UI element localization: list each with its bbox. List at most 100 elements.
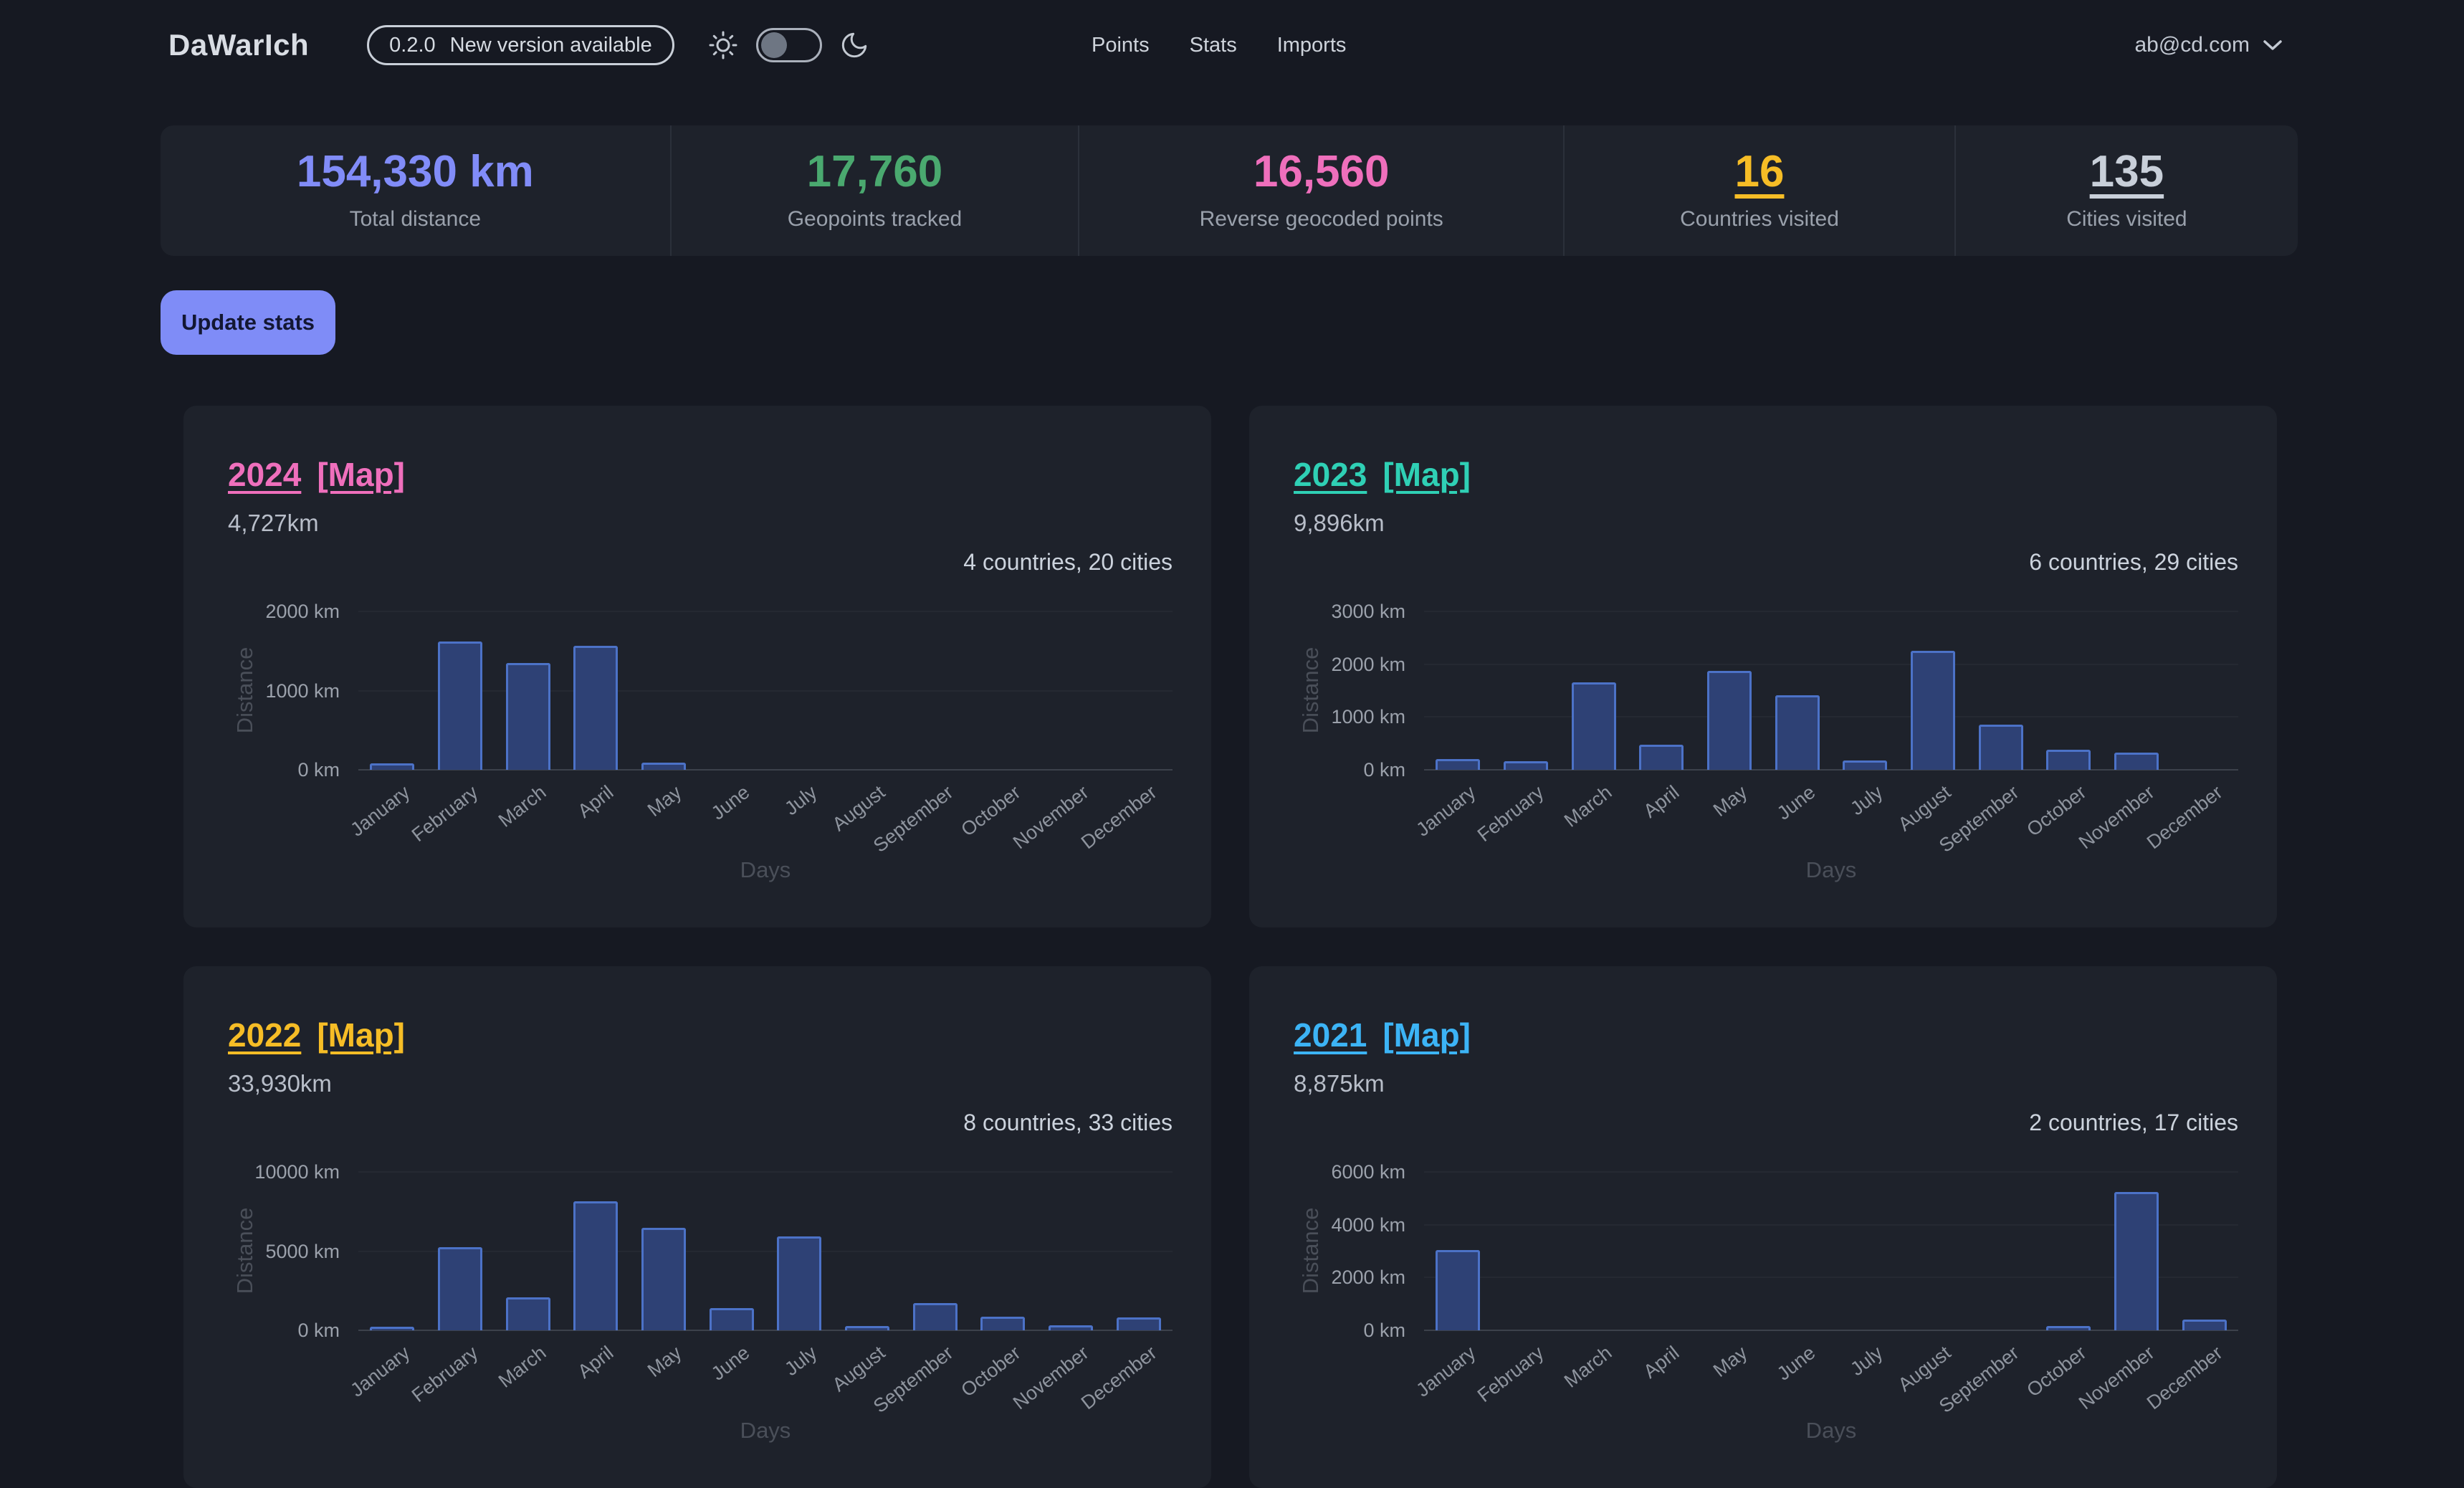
bar-august[interactable] [845, 1326, 889, 1330]
y-gridline [1424, 664, 2238, 665]
x-tick-label-november: November [1008, 781, 1093, 854]
x-tick-label-may: May [1709, 1342, 1752, 1382]
sun-icon [707, 29, 739, 61]
map-link-2021[interactable]: [Map] [1383, 1016, 1471, 1054]
year-total-distance: 4,727km [228, 510, 319, 536]
update-stats-button[interactable]: Update stats [161, 290, 335, 355]
user-menu[interactable]: ab@cd.com [2134, 33, 2283, 57]
stat-reverse-geocoded-label: Reverse geocoded points [1199, 207, 1443, 231]
map-link-2023[interactable]: [Map] [1383, 456, 1471, 493]
y-tick-label: 10000 km [254, 1161, 340, 1183]
year-card-title: 2023 [Map] [1294, 456, 1471, 494]
bar-march[interactable] [1571, 682, 1616, 770]
year-countries-cities: 2 countries, 17 cities [2029, 1110, 2238, 1135]
bar-october[interactable] [2046, 750, 2091, 770]
stat-reverse-geocoded-value: 16,560 [1253, 147, 1390, 196]
bar-january[interactable] [1436, 759, 1481, 770]
main-nav: Points Stats Imports [1092, 0, 1346, 90]
year-card-2021: 2021 [Map] 8,875km 2 countries, 17 citie… [1249, 966, 2277, 1488]
bar-november[interactable] [1049, 1325, 1093, 1330]
x-tick-label-april: April [573, 781, 618, 822]
x-tick-label-august: August [1894, 1342, 1955, 1396]
bar-june[interactable] [1775, 695, 1820, 770]
x-tick-label-june: June [707, 781, 754, 824]
bar-february[interactable] [438, 1247, 482, 1330]
bar-december[interactable] [2182, 1320, 2227, 1330]
x-tick-label-november: November [2074, 1342, 2159, 1414]
bar-october[interactable] [2046, 1326, 2091, 1330]
y-tick-label: 0 km [1363, 1320, 1405, 1341]
theme-toggle-knob [760, 32, 787, 58]
bar-january[interactable] [370, 763, 415, 770]
year-card-title: 2024 [Map] [228, 456, 405, 494]
map-link-2022[interactable]: [Map] [317, 1016, 405, 1054]
nav-item-imports[interactable]: Imports [1276, 33, 1347, 57]
map-link-2024[interactable]: [Map] [317, 456, 405, 493]
bar-january[interactable] [1436, 1250, 1481, 1330]
year-link-2023[interactable]: 2023 [1294, 456, 1367, 493]
y-gridline [358, 769, 1173, 771]
x-axis-title: Days [740, 1418, 791, 1443]
bar-july[interactable] [1843, 760, 1888, 770]
bar-april[interactable] [1639, 745, 1684, 770]
bar-february[interactable] [1504, 761, 1548, 770]
version-number: 0.2.0 [389, 33, 436, 57]
nav-item-points[interactable]: Points [1092, 33, 1150, 57]
y-tick-label: 1000 km [265, 679, 340, 702]
x-tick-label-march: March [494, 781, 550, 831]
x-tick-label-november: November [2074, 781, 2159, 854]
x-tick-label-april: April [1639, 781, 1684, 822]
bar-january[interactable] [370, 1327, 415, 1330]
stat-countries-visited-link[interactable]: 16 [1734, 147, 1785, 196]
x-tick-label-january: January [1412, 1342, 1480, 1401]
bar-october[interactable] [980, 1317, 1026, 1330]
y-tick-label: 0 km [297, 759, 340, 781]
x-tick-label-march: March [1560, 781, 1616, 831]
bar-december[interactable] [1116, 1317, 1161, 1330]
bar-november[interactable] [2114, 753, 2159, 770]
x-tick-label-january: January [346, 1342, 414, 1401]
year-link-2022[interactable]: 2022 [228, 1016, 302, 1054]
x-tick-label-august: August [1894, 781, 1955, 836]
bar-june[interactable] [709, 1308, 754, 1330]
bar-may[interactable] [641, 1228, 686, 1330]
x-tick-label-august: August [828, 1342, 889, 1396]
app-logo[interactable]: DaWarIch [168, 28, 310, 62]
year-countries-cities: 8 countries, 33 cities [963, 1110, 1173, 1135]
x-tick-label-may: May [643, 1342, 686, 1382]
bar-february[interactable] [438, 642, 482, 770]
bar-september[interactable] [1978, 725, 2023, 770]
x-tick-label-june: June [1772, 781, 1820, 824]
bar-july[interactable] [777, 1236, 822, 1330]
bar-september[interactable] [912, 1303, 958, 1330]
nav-item-stats[interactable]: Stats [1189, 33, 1237, 57]
year-link-2024[interactable]: 2024 [228, 456, 302, 493]
y-gridline [1424, 611, 2238, 612]
stat-total-distance-label: Total distance [349, 207, 482, 231]
year-link-2021[interactable]: 2021 [1294, 1016, 1367, 1054]
theme-switcher [707, 28, 869, 62]
bar-august[interactable] [1911, 651, 1955, 770]
y-axis-title: Distance [1298, 1207, 1323, 1294]
theme-toggle[interactable] [755, 28, 822, 62]
year-card-title: 2022 [Map] [228, 1016, 405, 1054]
bar-march[interactable] [505, 663, 550, 770]
moon-icon [839, 30, 869, 60]
version-badge[interactable]: 0.2.0 New version available [367, 25, 674, 65]
bar-november[interactable] [2114, 1192, 2159, 1330]
x-tick-label-november: November [1008, 1342, 1093, 1414]
stat-cities-visited-link[interactable]: 135 [2089, 147, 2164, 196]
bar-april[interactable] [573, 646, 619, 770]
bar-april[interactable] [573, 1201, 619, 1330]
stat-total-distance: 154,330 km Total distance [161, 125, 672, 256]
y-gridline [358, 611, 1173, 612]
chevron-down-icon [2263, 39, 2283, 52]
bar-march[interactable] [505, 1297, 550, 1330]
y-tick-label: 4000 km [1331, 1213, 1405, 1236]
bar-may[interactable] [641, 763, 686, 770]
y-tick-label: 2000 km [1331, 1267, 1405, 1289]
bar-may[interactable] [1707, 671, 1752, 770]
summary-stats-card: 154,330 km Total distance 17,760 Geopoin… [161, 125, 2298, 256]
y-gridline [1424, 769, 2238, 771]
stat-countries-visited: 16 Countries visited [1565, 125, 1956, 256]
